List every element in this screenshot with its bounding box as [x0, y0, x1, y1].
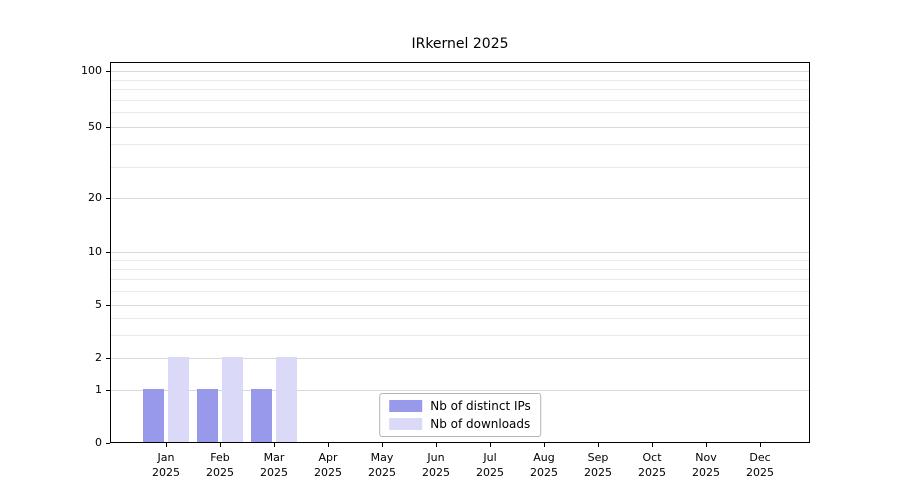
x-axis-tick-label: Oct 2025	[638, 451, 666, 479]
y-axis-tick-label: 0	[95, 436, 102, 449]
y-axis-tick-mark	[106, 252, 110, 253]
gridline	[111, 99, 809, 101]
y-axis-tick-label: 5	[95, 298, 102, 311]
x-axis-tick-label: Mar 2025	[260, 451, 288, 479]
gridline	[111, 317, 809, 319]
y-axis-tick-mark	[106, 443, 110, 444]
legend-label-distinct-ips: Nb of distinct IPs	[430, 399, 531, 413]
bar	[168, 357, 189, 442]
gridline	[111, 358, 809, 359]
y-axis-tick-mark	[106, 390, 110, 391]
x-axis-tick-mark	[382, 443, 383, 447]
y-axis-tick-mark	[106, 71, 110, 72]
y-axis-tick-label: 100	[81, 64, 102, 77]
x-axis-tick-mark	[274, 443, 275, 447]
y-axis-tick-mark	[106, 358, 110, 359]
y-axis-tick-label: 50	[88, 120, 102, 133]
gridline	[111, 260, 809, 262]
plot-area: Nb of distinct IPs Nb of downloads	[110, 62, 810, 443]
bar	[276, 357, 297, 442]
gridline	[111, 198, 809, 199]
x-axis-tick-label: Jul 2025	[476, 451, 504, 479]
y-axis-tick-label: 2	[95, 351, 102, 364]
y-axis-tick-mark	[106, 127, 110, 128]
gridline	[111, 112, 809, 114]
legend-entry-distinct-ips: Nb of distinct IPs	[389, 399, 531, 413]
y-axis-tick-mark	[106, 305, 110, 306]
legend-swatch-downloads	[389, 418, 423, 430]
x-axis-tick-mark	[490, 443, 491, 447]
x-axis-tick-label: Jan 2025	[152, 451, 180, 479]
gridline	[111, 291, 809, 293]
gridline	[111, 71, 809, 72]
gridline	[111, 166, 809, 168]
bar	[222, 357, 243, 442]
x-axis-tick-mark	[598, 443, 599, 447]
gridline	[111, 127, 809, 128]
x-axis-tick-label: Jun 2025	[422, 451, 450, 479]
x-axis-tick-mark	[220, 443, 221, 447]
legend-label-downloads: Nb of downloads	[430, 417, 531, 431]
y-axis-tick-label: 20	[88, 191, 102, 204]
x-axis-tick-label: Feb 2025	[206, 451, 234, 479]
x-axis-tick-mark	[166, 443, 167, 447]
bar	[197, 389, 218, 442]
x-axis-tick-mark	[652, 443, 653, 447]
x-axis-tick-label: Dec 2025	[746, 451, 774, 479]
gridline	[111, 279, 809, 281]
x-axis-tick-label: May 2025	[368, 451, 396, 479]
bar	[251, 389, 272, 442]
x-axis-tick-mark	[436, 443, 437, 447]
gridline	[111, 334, 809, 336]
legend-entry-downloads: Nb of downloads	[389, 417, 531, 431]
legend: Nb of distinct IPs Nb of downloads	[379, 393, 541, 437]
bar	[143, 389, 164, 442]
x-axis-tick-mark	[544, 443, 545, 447]
gridline	[111, 305, 809, 306]
x-axis-tick-mark	[706, 443, 707, 447]
y-axis-tick-label: 1	[95, 383, 102, 396]
x-axis-tick-label: Sep 2025	[584, 451, 612, 479]
gridline	[111, 269, 809, 271]
x-axis-tick-label: Nov 2025	[692, 451, 720, 479]
gridline	[111, 89, 809, 91]
y-axis-tick-mark	[106, 198, 110, 199]
x-axis-tick-mark	[328, 443, 329, 447]
x-axis-tick-mark	[760, 443, 761, 447]
gridline	[111, 252, 809, 253]
gridline	[111, 144, 809, 146]
chart-title: IRkernel 2025	[411, 36, 509, 52]
x-axis-tick-label: Aug 2025	[530, 451, 558, 479]
legend-swatch-distinct-ips	[389, 400, 423, 412]
gridline	[111, 390, 809, 391]
gridline	[111, 79, 809, 81]
x-axis-tick-label: Apr 2025	[314, 451, 342, 479]
y-axis-tick-label: 10	[88, 245, 102, 258]
